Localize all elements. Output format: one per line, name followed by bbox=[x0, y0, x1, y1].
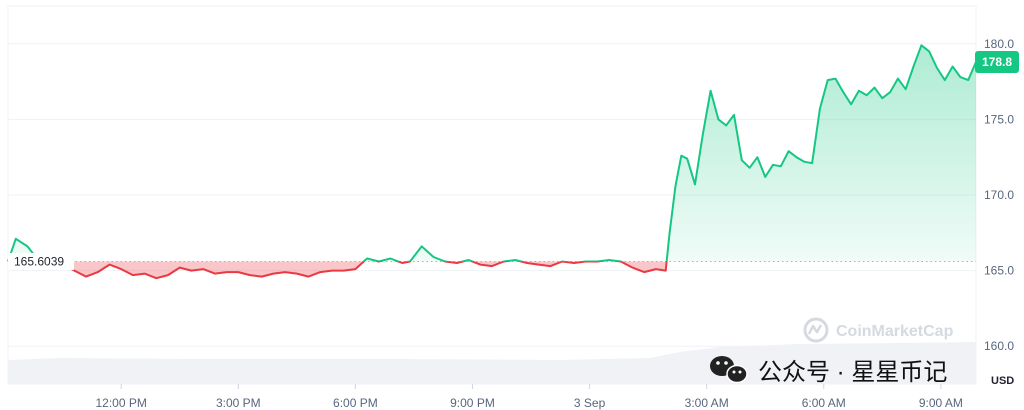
x-tick-label: 9:00 AM bbox=[919, 396, 963, 410]
price-line-above-baseline[interactable] bbox=[7, 44, 977, 278]
current-price-text: 178.8 bbox=[982, 55, 1012, 69]
x-tick-label: 12:00 PM bbox=[96, 396, 147, 410]
coinmarketcap-logo-icon bbox=[803, 317, 829, 343]
y-tick-label: 165.0 bbox=[984, 264, 1014, 278]
baseline-price-label: 165.6039 bbox=[8, 252, 74, 270]
x-tick-label: 3 Sep bbox=[574, 396, 606, 410]
x-tick-label: 9:00 PM bbox=[450, 396, 495, 410]
price-line-below-baseline[interactable] bbox=[7, 45, 976, 280]
baseline-price-text: 165.6039 bbox=[14, 254, 64, 268]
chart-watermark: CoinMarketCap bbox=[803, 317, 954, 343]
x-tick-label: 3:00 PM bbox=[216, 396, 261, 410]
current-price-badge: 178.8 bbox=[975, 50, 1019, 73]
wechat-watermark-text: 公众号 · 星星币记 bbox=[758, 359, 947, 386]
wechat-watermark: 公众号 · 星星币记 bbox=[710, 356, 947, 386]
y-tick-label: 170.0 bbox=[984, 188, 1014, 202]
y-tick-label: 160.0 bbox=[984, 339, 1014, 353]
price-area-above-baseline bbox=[8, 45, 976, 262]
x-tick-label: 3:00 AM bbox=[685, 396, 729, 410]
current-price-badge-background bbox=[975, 50, 1019, 73]
price-area-below-baseline bbox=[8, 261, 976, 279]
x-tick-label: 6:00 AM bbox=[802, 396, 846, 410]
x-axis: 12:00 PM 3:00 PM 6:00 PM 9:00 PM 3 Sep 3:00 A… bbox=[96, 384, 963, 410]
coinmarketcap-watermark-text: CoinMarketCap bbox=[836, 323, 954, 340]
y-tick-label: 175.0 bbox=[984, 112, 1014, 126]
baseline-label-background bbox=[8, 252, 74, 270]
x-tick-label: 6:00 PM bbox=[333, 396, 378, 410]
currency-unit-label: USD bbox=[991, 375, 1014, 387]
y-axis: 160.0 165.0 170.0 175.0 180.0 bbox=[984, 37, 1014, 353]
y-tick-label: 180.0 bbox=[984, 37, 1014, 51]
wechat-icon bbox=[710, 356, 748, 384]
